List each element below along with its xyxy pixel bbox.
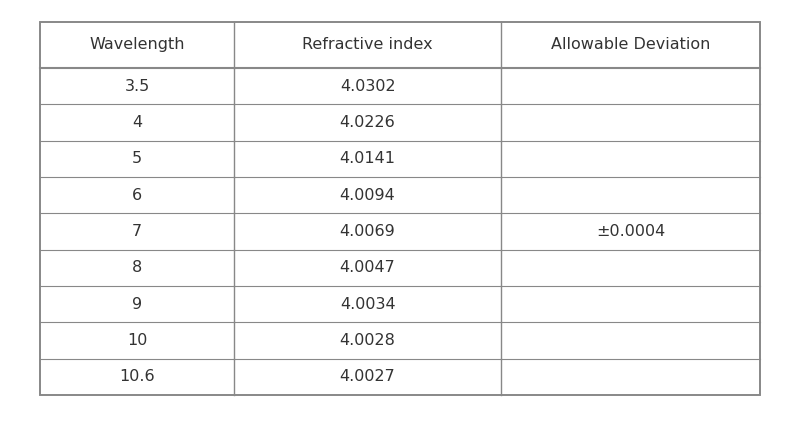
Text: 9: 9	[132, 297, 142, 312]
Text: 5: 5	[132, 151, 142, 166]
Text: 6: 6	[132, 187, 142, 203]
Text: ±0.0004: ±0.0004	[596, 224, 665, 239]
Text: 10.6: 10.6	[119, 369, 155, 385]
Text: 4.0302: 4.0302	[340, 78, 395, 94]
Text: 4.0028: 4.0028	[340, 333, 395, 348]
Text: Allowable Deviation: Allowable Deviation	[550, 37, 710, 53]
Text: 3.5: 3.5	[125, 78, 150, 94]
Text: 4.0141: 4.0141	[340, 151, 396, 166]
Text: 8: 8	[132, 260, 142, 276]
Text: Wavelength: Wavelength	[90, 37, 185, 53]
Text: 7: 7	[132, 224, 142, 239]
Text: Refractive index: Refractive index	[302, 37, 433, 53]
Text: 4: 4	[132, 115, 142, 130]
Text: 4.0034: 4.0034	[340, 297, 395, 312]
Text: 4.0027: 4.0027	[340, 369, 395, 385]
Text: 4.0094: 4.0094	[340, 187, 395, 203]
Text: 4.0047: 4.0047	[340, 260, 395, 276]
Bar	[40, 22, 760, 395]
Text: 10: 10	[127, 333, 147, 348]
Bar	[40, 22, 760, 395]
Text: 4.0069: 4.0069	[340, 224, 395, 239]
Text: 4.0226: 4.0226	[340, 115, 395, 130]
